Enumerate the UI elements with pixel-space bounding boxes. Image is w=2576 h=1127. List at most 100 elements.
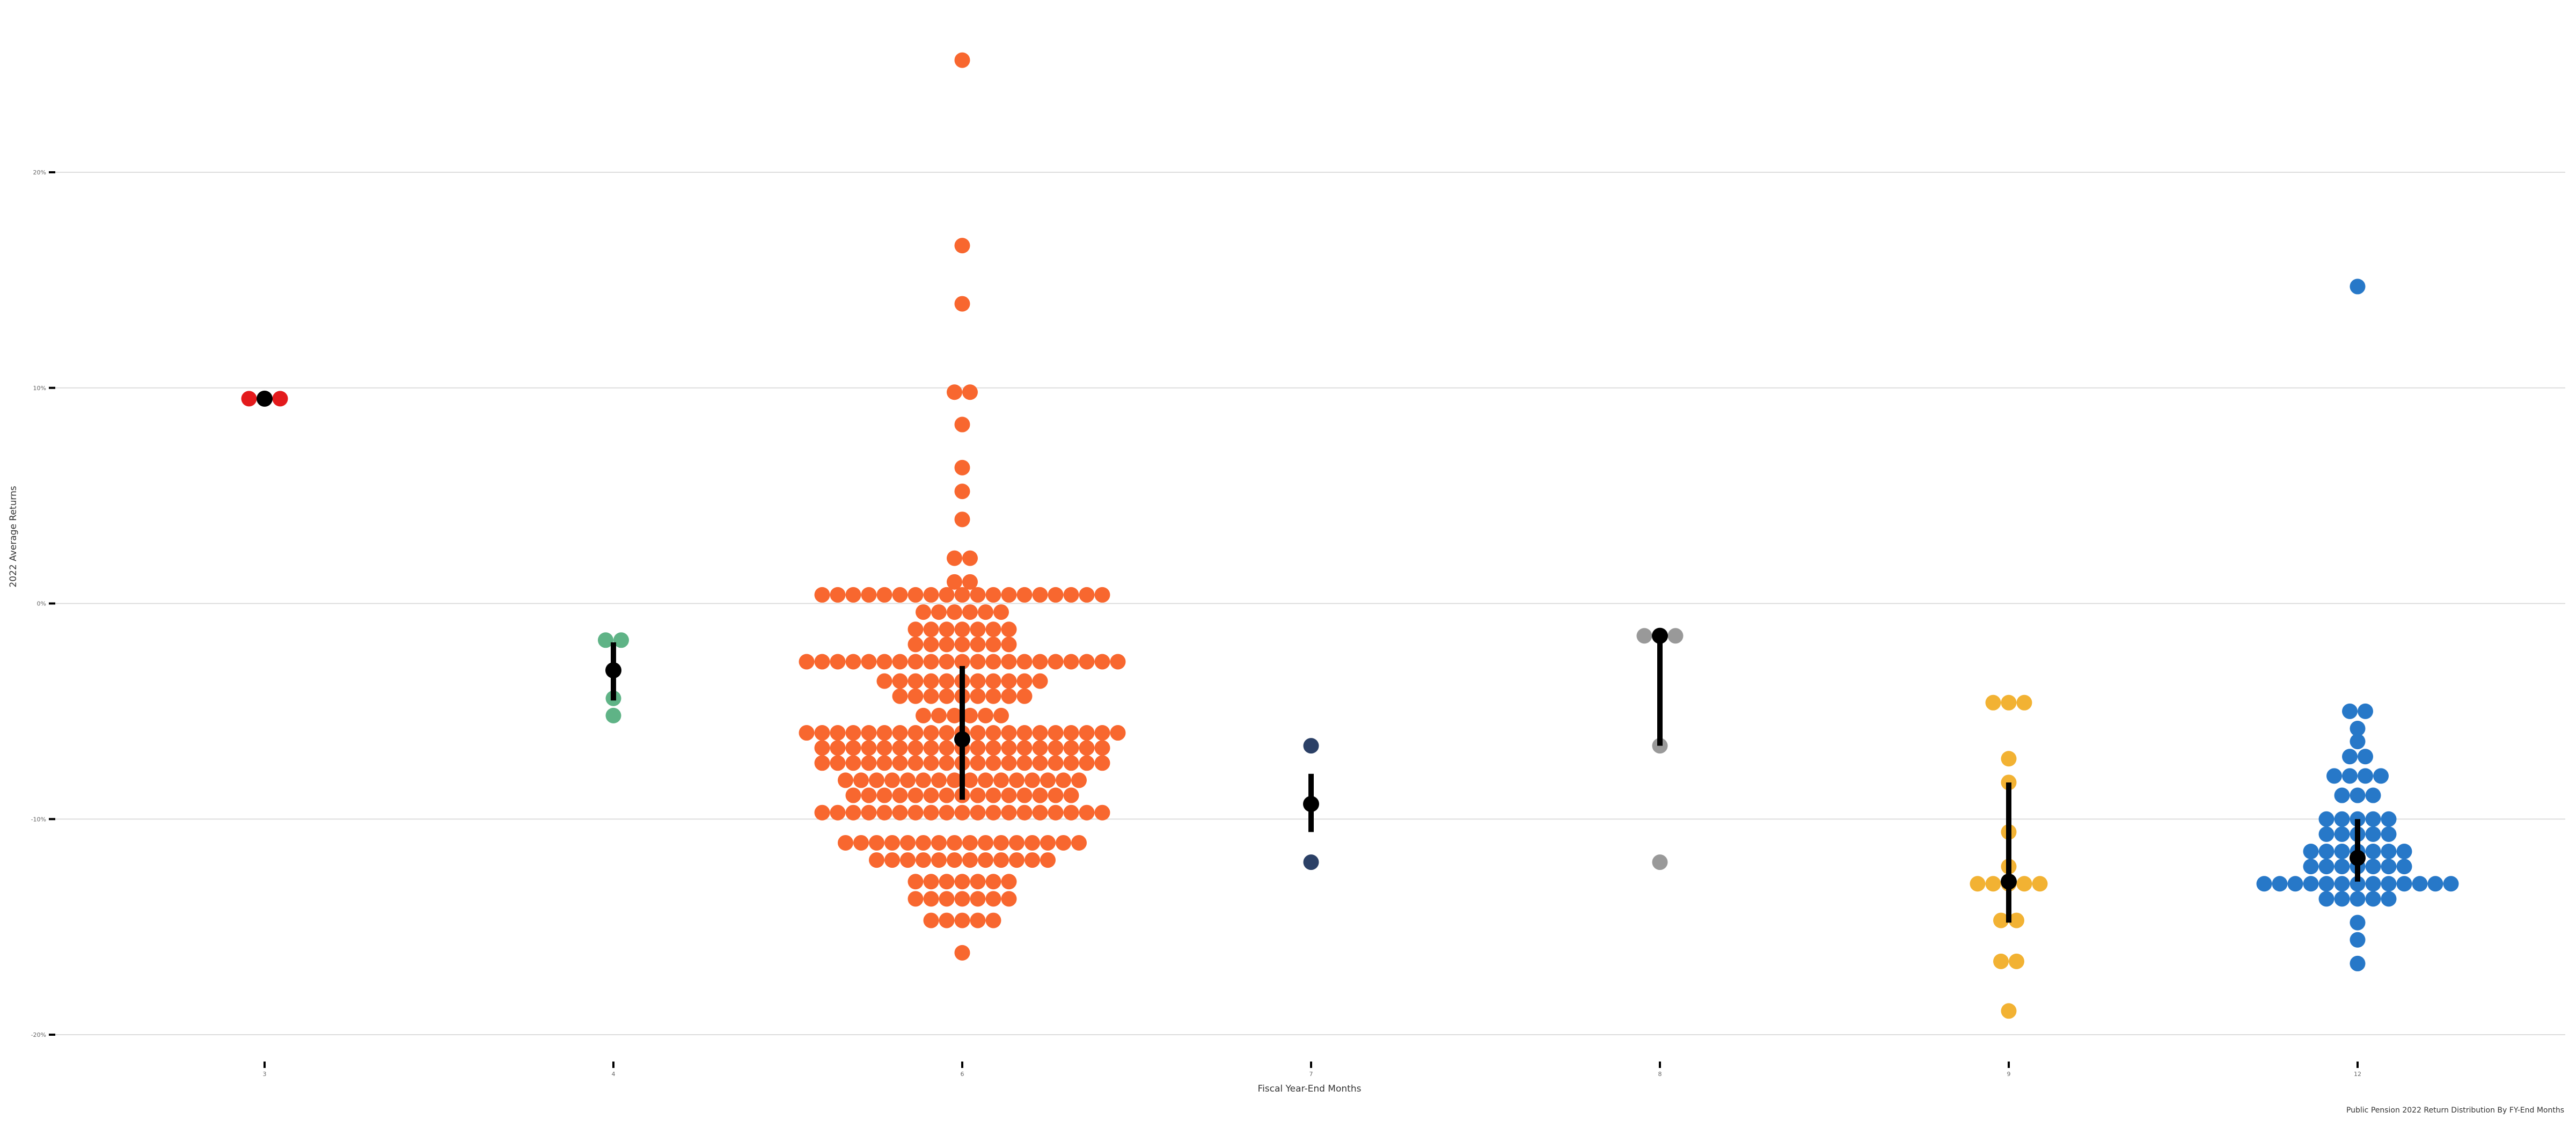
data-point	[876, 654, 892, 670]
data-point	[1001, 587, 1017, 603]
data-point	[853, 835, 869, 851]
data-point	[799, 725, 815, 741]
data-point	[954, 459, 970, 475]
data-point	[2381, 826, 2397, 842]
data-point	[985, 912, 1001, 928]
data-point	[1016, 587, 1033, 603]
data-point	[2272, 876, 2288, 892]
data-point	[970, 688, 986, 704]
data-point	[954, 636, 970, 653]
data-point	[923, 787, 939, 803]
data-point	[876, 787, 892, 803]
data-point	[1001, 787, 1017, 803]
data-point	[2396, 859, 2412, 875]
data-point	[931, 835, 947, 851]
data-point	[954, 52, 970, 68]
mean-point	[1652, 627, 1668, 644]
data-point	[1985, 876, 2001, 892]
data-point	[923, 654, 939, 670]
data-point	[2365, 891, 2381, 907]
data-point	[1985, 694, 2001, 711]
data-point	[1001, 654, 1017, 670]
data-point	[947, 707, 962, 723]
data-point	[1303, 738, 1319, 754]
data-point	[1110, 725, 1126, 741]
data-point	[970, 912, 986, 928]
data-point	[2334, 876, 2350, 892]
data-point	[2365, 844, 2381, 860]
data-point	[908, 725, 924, 741]
data-point	[814, 740, 830, 756]
data-point	[2427, 876, 2443, 892]
data-point	[970, 787, 986, 803]
data-point	[954, 804, 970, 821]
data-point	[1063, 654, 1079, 670]
data-point	[916, 707, 931, 723]
data-point	[923, 587, 939, 603]
data-point	[1063, 755, 1079, 771]
data-point	[970, 755, 986, 771]
data-point	[876, 725, 892, 741]
data-point	[830, 755, 846, 771]
data-point	[2334, 787, 2350, 803]
data-point	[978, 852, 993, 868]
data-point	[1048, 787, 1064, 803]
data-point	[908, 804, 924, 821]
y-tick-label: 20%	[33, 169, 46, 176]
data-point	[845, 804, 861, 821]
data-point	[892, 755, 908, 771]
mean-point	[605, 662, 621, 679]
data-point	[2303, 876, 2319, 892]
data-point	[892, 787, 908, 803]
data-point	[985, 654, 1001, 670]
data-point	[1063, 787, 1079, 803]
data-point	[869, 852, 884, 868]
data-point	[1001, 804, 1017, 821]
data-point	[923, 804, 939, 821]
data-point	[1009, 772, 1024, 788]
x-tick-label: 7	[1309, 1071, 1313, 1078]
data-point	[830, 654, 846, 670]
gridlines	[54, 172, 2565, 1035]
data-point	[1056, 835, 1071, 851]
data-point	[845, 725, 861, 741]
data-point	[1048, 587, 1064, 603]
data-point	[908, 688, 924, 704]
data-point	[954, 587, 970, 603]
data-point	[1024, 772, 1040, 788]
data-point	[838, 835, 853, 851]
data-point	[1032, 673, 1048, 689]
data-point	[985, 874, 1001, 890]
x-tick-label: 12	[2354, 1071, 2361, 1078]
data-point	[908, 621, 924, 638]
data-point	[838, 772, 853, 788]
data-point	[931, 772, 947, 788]
data-point	[2381, 859, 2397, 875]
data-point	[2009, 912, 2024, 928]
data-point	[2001, 1003, 2017, 1019]
data-point	[814, 804, 830, 821]
data-point	[923, 688, 939, 704]
data-point	[2318, 811, 2334, 827]
data-point	[985, 688, 1001, 704]
data-point	[947, 384, 962, 400]
data-point	[814, 654, 830, 670]
data-point	[845, 740, 861, 756]
data-point	[985, 725, 1001, 741]
data-point	[916, 852, 931, 868]
data-point	[2412, 876, 2428, 892]
data-point	[830, 587, 846, 603]
data-point	[2358, 703, 2373, 719]
data-point	[892, 587, 908, 603]
data-point	[2350, 734, 2366, 750]
y-tick-label: 0%	[37, 601, 46, 608]
data-point	[861, 740, 877, 756]
data-point	[2358, 768, 2373, 784]
data-point	[985, 587, 1001, 603]
data-point	[923, 621, 939, 638]
data-point	[962, 604, 978, 620]
data-point	[900, 772, 916, 788]
data-point	[2001, 751, 2017, 767]
data-point	[2326, 768, 2342, 784]
data-point	[908, 874, 924, 890]
